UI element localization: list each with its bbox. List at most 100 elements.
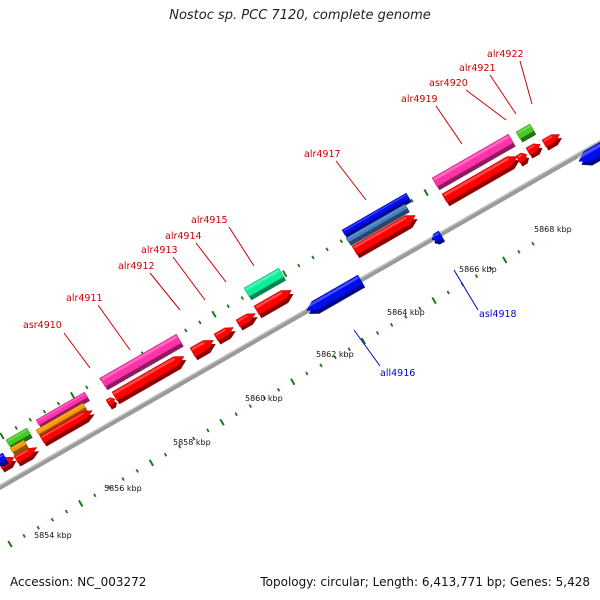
- gene-alr4915-mint[interactable]: [243, 267, 287, 301]
- gene-alr4915[interactable]: [253, 290, 294, 319]
- outer-tick: [184, 328, 188, 333]
- gene-magenta-left[interactable]: [35, 391, 90, 429]
- outer-tick: [423, 189, 429, 197]
- inner-tick: [192, 436, 196, 441]
- gene-label-all4916[interactable]: all4916: [380, 368, 415, 379]
- leader-alr4919: [435, 105, 463, 145]
- inner-tick: [234, 412, 238, 417]
- gene-alr4917-steel[interactable]: [345, 203, 410, 246]
- gene-alr4914[interactable]: [235, 313, 258, 331]
- outer-tick: [0, 432, 5, 440]
- gene-label-alr4913[interactable]: alr4913: [141, 245, 178, 256]
- leader-all4916: [353, 329, 381, 367]
- leader-asr4910: [63, 332, 91, 369]
- gene-alr4922-green[interactable]: [515, 123, 537, 143]
- genome-backbone-highlight: [0, 140, 600, 486]
- gene-all4916[interactable]: [305, 274, 366, 314]
- outer-tick: [14, 425, 18, 430]
- inner-tick: [219, 418, 225, 426]
- gene-orange-left-a[interactable]: [9, 439, 29, 456]
- inner-tick: [22, 533, 26, 538]
- inner-tick: [474, 274, 479, 279]
- gene-label-alr4914[interactable]: alr4914: [165, 231, 202, 242]
- gene-label-alr4915[interactable]: alr4915: [191, 215, 228, 226]
- gene-alr4919[interactable]: [441, 156, 520, 207]
- inner-tick: [446, 290, 450, 295]
- gene-label-leaders: [63, 60, 533, 369]
- gene-alr4913[interactable]: [213, 327, 236, 345]
- leader-alr4914: [195, 242, 227, 283]
- inner-tick: [276, 387, 281, 392]
- outer-tick: [240, 296, 244, 301]
- leader-alr4913: [172, 256, 206, 301]
- inner-tick: [502, 256, 508, 264]
- gene-alr4911[interactable]: [111, 356, 187, 405]
- gene-label-alr4917[interactable]: alr4917: [304, 149, 341, 160]
- outer-tick: [325, 247, 329, 252]
- inner-tick: [290, 378, 296, 386]
- gene-label-alr4912[interactable]: alr4912: [118, 261, 155, 272]
- inner-tick: [121, 477, 125, 482]
- tick-label-5858: 5858 kbp: [173, 438, 211, 447]
- gene-alr4912[interactable]: [189, 340, 216, 361]
- outer-tick: [282, 270, 288, 278]
- outer-tick: [70, 391, 76, 399]
- outer-tick: [85, 385, 89, 390]
- outer-tick: [198, 320, 202, 325]
- inner-tick: [93, 493, 97, 498]
- gene-alr4911-magenta[interactable]: [99, 333, 184, 391]
- gene-asr4910[interactable]: [105, 397, 118, 410]
- inner-tick: [7, 540, 13, 548]
- tick-label-5864: 5864 kbp: [387, 308, 425, 317]
- outer-tick: [28, 417, 32, 422]
- gene-blue-right-edge[interactable]: [577, 136, 600, 166]
- inner-tick: [64, 509, 69, 514]
- inner-tick: [390, 322, 394, 327]
- gene-label-asr4910[interactable]: asr4910: [23, 320, 62, 331]
- inner-tick: [135, 468, 139, 473]
- gene-alr4922[interactable]: [541, 134, 563, 151]
- tick-label-5854: 5854 kbp: [34, 531, 72, 540]
- leader-alr4922: [519, 60, 533, 105]
- gene-asr4920[interactable]: [515, 152, 530, 167]
- genome-backbone: [0, 139, 600, 491]
- outer-tick: [226, 304, 230, 309]
- inner-tick: [305, 371, 309, 376]
- accession-text: Accession: NC_003272: [10, 575, 147, 589]
- leader-alr4915: [228, 226, 255, 267]
- gene-asl4918[interactable]: [431, 230, 446, 245]
- outer-tick: [297, 263, 301, 268]
- gene-label-alr4919[interactable]: alr4919: [401, 94, 438, 105]
- gene-red-left-3[interactable]: [39, 410, 95, 447]
- tick-label-5862: 5862 kbp: [316, 350, 354, 359]
- inner-tick: [404, 314, 408, 319]
- inner-tick: [262, 395, 267, 400]
- leader-asl4918: [453, 269, 479, 311]
- map-title: Nostoc sp. PCC 7120, complete genome: [169, 8, 431, 23]
- inner-tick: [333, 355, 337, 360]
- inner-tick: [431, 297, 437, 305]
- gene-blue-left-edge[interactable]: [0, 452, 10, 467]
- gene-label-alr4922[interactable]: alr4922: [487, 49, 524, 60]
- gene-label-alr4911[interactable]: alr4911: [66, 293, 103, 304]
- gene-alr4917[interactable]: [351, 215, 418, 259]
- inner-tick: [163, 452, 168, 457]
- inner-tick: [488, 266, 493, 271]
- gene-alr4921[interactable]: [525, 143, 543, 159]
- gene-label-asr4920[interactable]: asr4920: [429, 78, 468, 89]
- inner-tick: [375, 331, 380, 335]
- inner-tick: [347, 347, 351, 352]
- inner-tick: [78, 499, 84, 507]
- gene-alr4919-magenta[interactable]: [431, 133, 516, 191]
- tick-label-5868: 5868 kbp: [534, 225, 572, 234]
- gene-label-alr4921[interactable]: alr4921: [459, 63, 496, 74]
- inner-tick: [36, 525, 40, 530]
- outer-tick: [410, 198, 414, 203]
- genome-summary-text: Topology: circular; Length: 6,413,771 bp…: [260, 575, 590, 589]
- gene-alr4917-blue[interactable]: [341, 192, 412, 239]
- gene-label-asl4918[interactable]: asl4918: [479, 309, 517, 320]
- inner-tick: [248, 404, 252, 409]
- inner-tick: [206, 428, 210, 433]
- inner-tick: [107, 485, 111, 490]
